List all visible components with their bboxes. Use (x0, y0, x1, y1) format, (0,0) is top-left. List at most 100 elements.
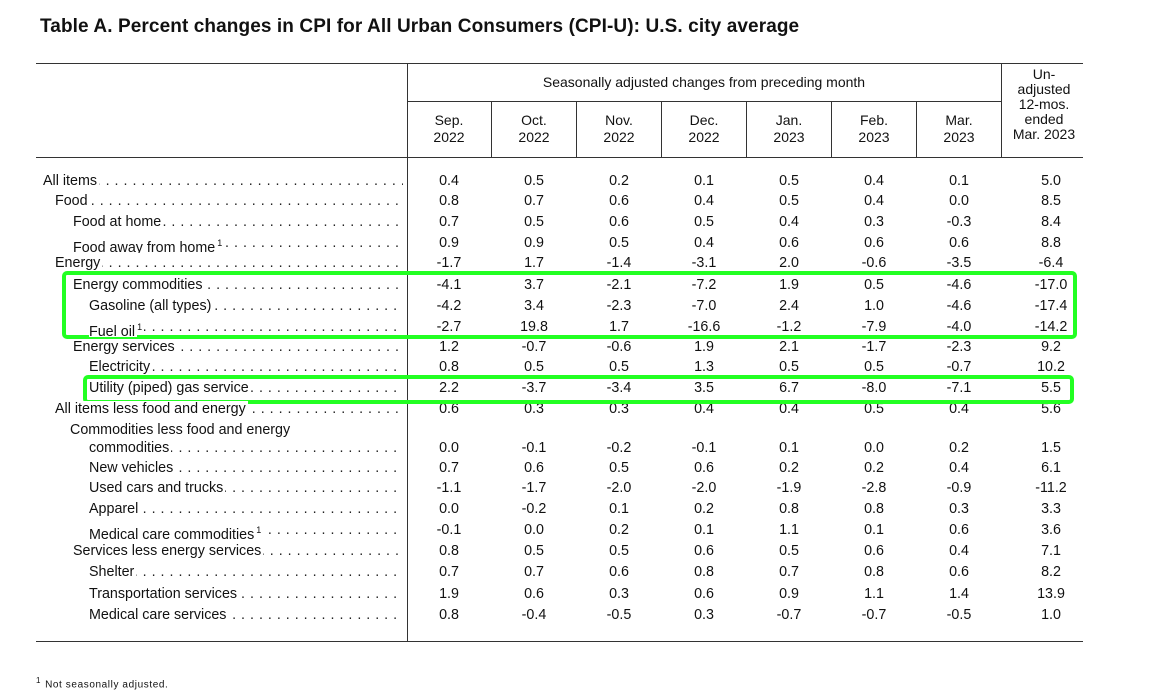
value-monthly-change: 0.4 (694, 235, 714, 251)
value-monthly-change: -7.2 (691, 277, 717, 293)
value-unadjusted-12mo: 5.0 (1041, 173, 1061, 189)
footnote-ref: 1 (137, 322, 145, 332)
value-monthly-change: 0.5 (609, 460, 629, 476)
value-monthly-change: 2.4 (779, 298, 799, 314)
value-monthly-change: 19.8 (520, 319, 548, 335)
value-monthly-change: 0.0 (439, 501, 459, 517)
value-monthly-change: 1.1 (864, 586, 884, 602)
value-monthly-change: 0.8 (864, 501, 884, 517)
table-bottom-rule (36, 641, 1083, 642)
value-monthly-change: 0.7 (524, 564, 544, 580)
value-unadjusted-12mo: 6.1 (1041, 460, 1061, 476)
value-monthly-change: 0.5 (609, 235, 629, 251)
month-header-year: 2023 (858, 129, 890, 145)
row-label: . . . . . . . . . . . . . . . . . . . . … (73, 275, 403, 295)
leader-dots: . . . . . . . . . . . . . . . . . . . . … (43, 173, 403, 189)
value-monthly-change: -0.1 (436, 522, 462, 538)
table-row: . . . . . . . . . . . . . . . . . . . . … (0, 296, 1168, 316)
month-divider (831, 101, 832, 157)
row-label-text: Energy (55, 255, 103, 271)
row-label: . . . . . . . . . . . . . . . . . . . . … (89, 438, 403, 458)
value-monthly-change: 0.2 (694, 501, 714, 517)
value-monthly-change: 0.6 (949, 235, 969, 251)
value-monthly-change: 0.5 (779, 193, 799, 209)
value-monthly-change: -0.5 (606, 607, 632, 623)
row-label: . . . . . . . . . . . . . . . . . . . . … (89, 357, 403, 377)
row-label-text: All items (43, 173, 100, 189)
table-row: . . . . . . . . . . . . . . . . . . . . … (0, 212, 1168, 232)
value-unadjusted-12mo: 1.5 (1041, 440, 1061, 456)
table-row: . . . . . . . . . . . . . . . . . . . . … (0, 357, 1168, 377)
value-monthly-change: 0.7 (439, 460, 459, 476)
value-monthly-change: -4.1 (436, 277, 462, 293)
row-label: . . . . . . . . . . . . . . . . . . . . … (89, 562, 403, 582)
table-row: . . . . . . . . . . . . . . . . . . . . … (0, 191, 1168, 211)
unadjusted-header-line: adjusted (1017, 81, 1071, 97)
month-header-year: 2022 (603, 129, 635, 145)
value-monthly-change: 1.9 (779, 277, 799, 293)
value-unadjusted-12mo: 7.1 (1041, 543, 1061, 559)
value-monthly-change: -0.1 (691, 440, 717, 456)
row-label-text: Gasoline (all types) (89, 298, 214, 314)
month-header: Sep. 2022 (407, 112, 491, 146)
value-monthly-change: -1.7 (436, 255, 462, 271)
value-monthly-change: -1.1 (436, 480, 462, 496)
value-monthly-change: -4.2 (436, 298, 462, 314)
month-divider (576, 101, 577, 157)
row-label: . . . . . . . . . . . . . . . . . . . . … (55, 253, 403, 273)
value-monthly-change: 0.8 (439, 359, 459, 375)
value-monthly-change: 0.6 (864, 235, 884, 251)
value-unadjusted-12mo: 5.5 (1041, 380, 1061, 396)
row-label-text: New vehicles (89, 460, 176, 476)
value-monthly-change: -7.9 (861, 319, 887, 335)
value-monthly-change: -0.9 (946, 480, 972, 496)
stub-divider (407, 63, 408, 641)
month-header-year: 2023 (773, 129, 805, 145)
value-monthly-change: 0.7 (524, 193, 544, 209)
value-monthly-change: -0.7 (521, 339, 547, 355)
row-label: . . . . . . . . . . . . . . . . . . . . … (89, 499, 403, 519)
month-header-month: Sep. (434, 112, 464, 128)
month-header-year: 2022 (433, 129, 465, 145)
row-label-text: Food at home (73, 214, 164, 230)
value-unadjusted-12mo: 5.6 (1041, 401, 1061, 417)
value-monthly-change: 1.9 (694, 339, 714, 355)
value-monthly-change: 0.3 (609, 401, 629, 417)
value-monthly-change: 6.7 (779, 380, 799, 396)
value-monthly-change: -1.7 (861, 339, 887, 355)
table-row: . . . . . . . . . . . . . . . . . . . . … (0, 317, 1168, 337)
row-label: . . . . . . . . . . . . . . . . . . . . … (89, 584, 403, 604)
value-monthly-change: -0.3 (946, 214, 972, 230)
value-monthly-change: 0.2 (949, 440, 969, 456)
seasonally-adjusted-header: Seasonally adjusted changes from precedi… (542, 74, 866, 90)
value-monthly-change: 0.3 (609, 586, 629, 602)
row-label-text: Shelter (89, 564, 137, 580)
table-row: . . . . . . . . . . . . . . . . . . . . … (0, 478, 1168, 498)
value-monthly-change: -0.7 (861, 607, 887, 623)
value-unadjusted-12mo: -14.2 (1034, 319, 1068, 335)
unadjusted-header-line: Un- (1032, 66, 1056, 82)
value-monthly-change: -0.6 (606, 339, 632, 355)
value-monthly-change: 3.5 (694, 380, 714, 396)
row-label: . . . . . . . . . . . . . . . . . . . . … (55, 191, 403, 211)
value-monthly-change: 0.2 (779, 460, 799, 476)
value-monthly-change: -0.6 (861, 255, 887, 271)
value-monthly-change: 0.5 (524, 214, 544, 230)
value-monthly-change: 0.5 (524, 173, 544, 189)
table-row: . . . . . . . . . . . . . . . . . . . . … (0, 438, 1168, 458)
value-monthly-change: -2.3 (946, 339, 972, 355)
commodities-group-header: Commodities less food and energy (70, 422, 291, 438)
value-monthly-change: 0.0 (949, 193, 969, 209)
month-header-month: Jan. (775, 112, 803, 128)
value-monthly-change: -2.7 (436, 319, 462, 335)
leader-dots: . . . . . . . . . . . . . . . . . . . . … (55, 255, 403, 271)
value-monthly-change: -16.6 (687, 319, 721, 335)
month-header: Jan. 2023 (747, 112, 831, 146)
value-monthly-change: 0.1 (949, 173, 969, 189)
value-monthly-change: -0.2 (606, 440, 632, 456)
month-header-year: 2023 (943, 129, 975, 145)
table-row: . . . . . . . . . . . . . . . . . . . . … (0, 562, 1168, 582)
value-monthly-change: 2.2 (439, 380, 459, 396)
row-label-text: All items less food and energy (55, 401, 248, 417)
